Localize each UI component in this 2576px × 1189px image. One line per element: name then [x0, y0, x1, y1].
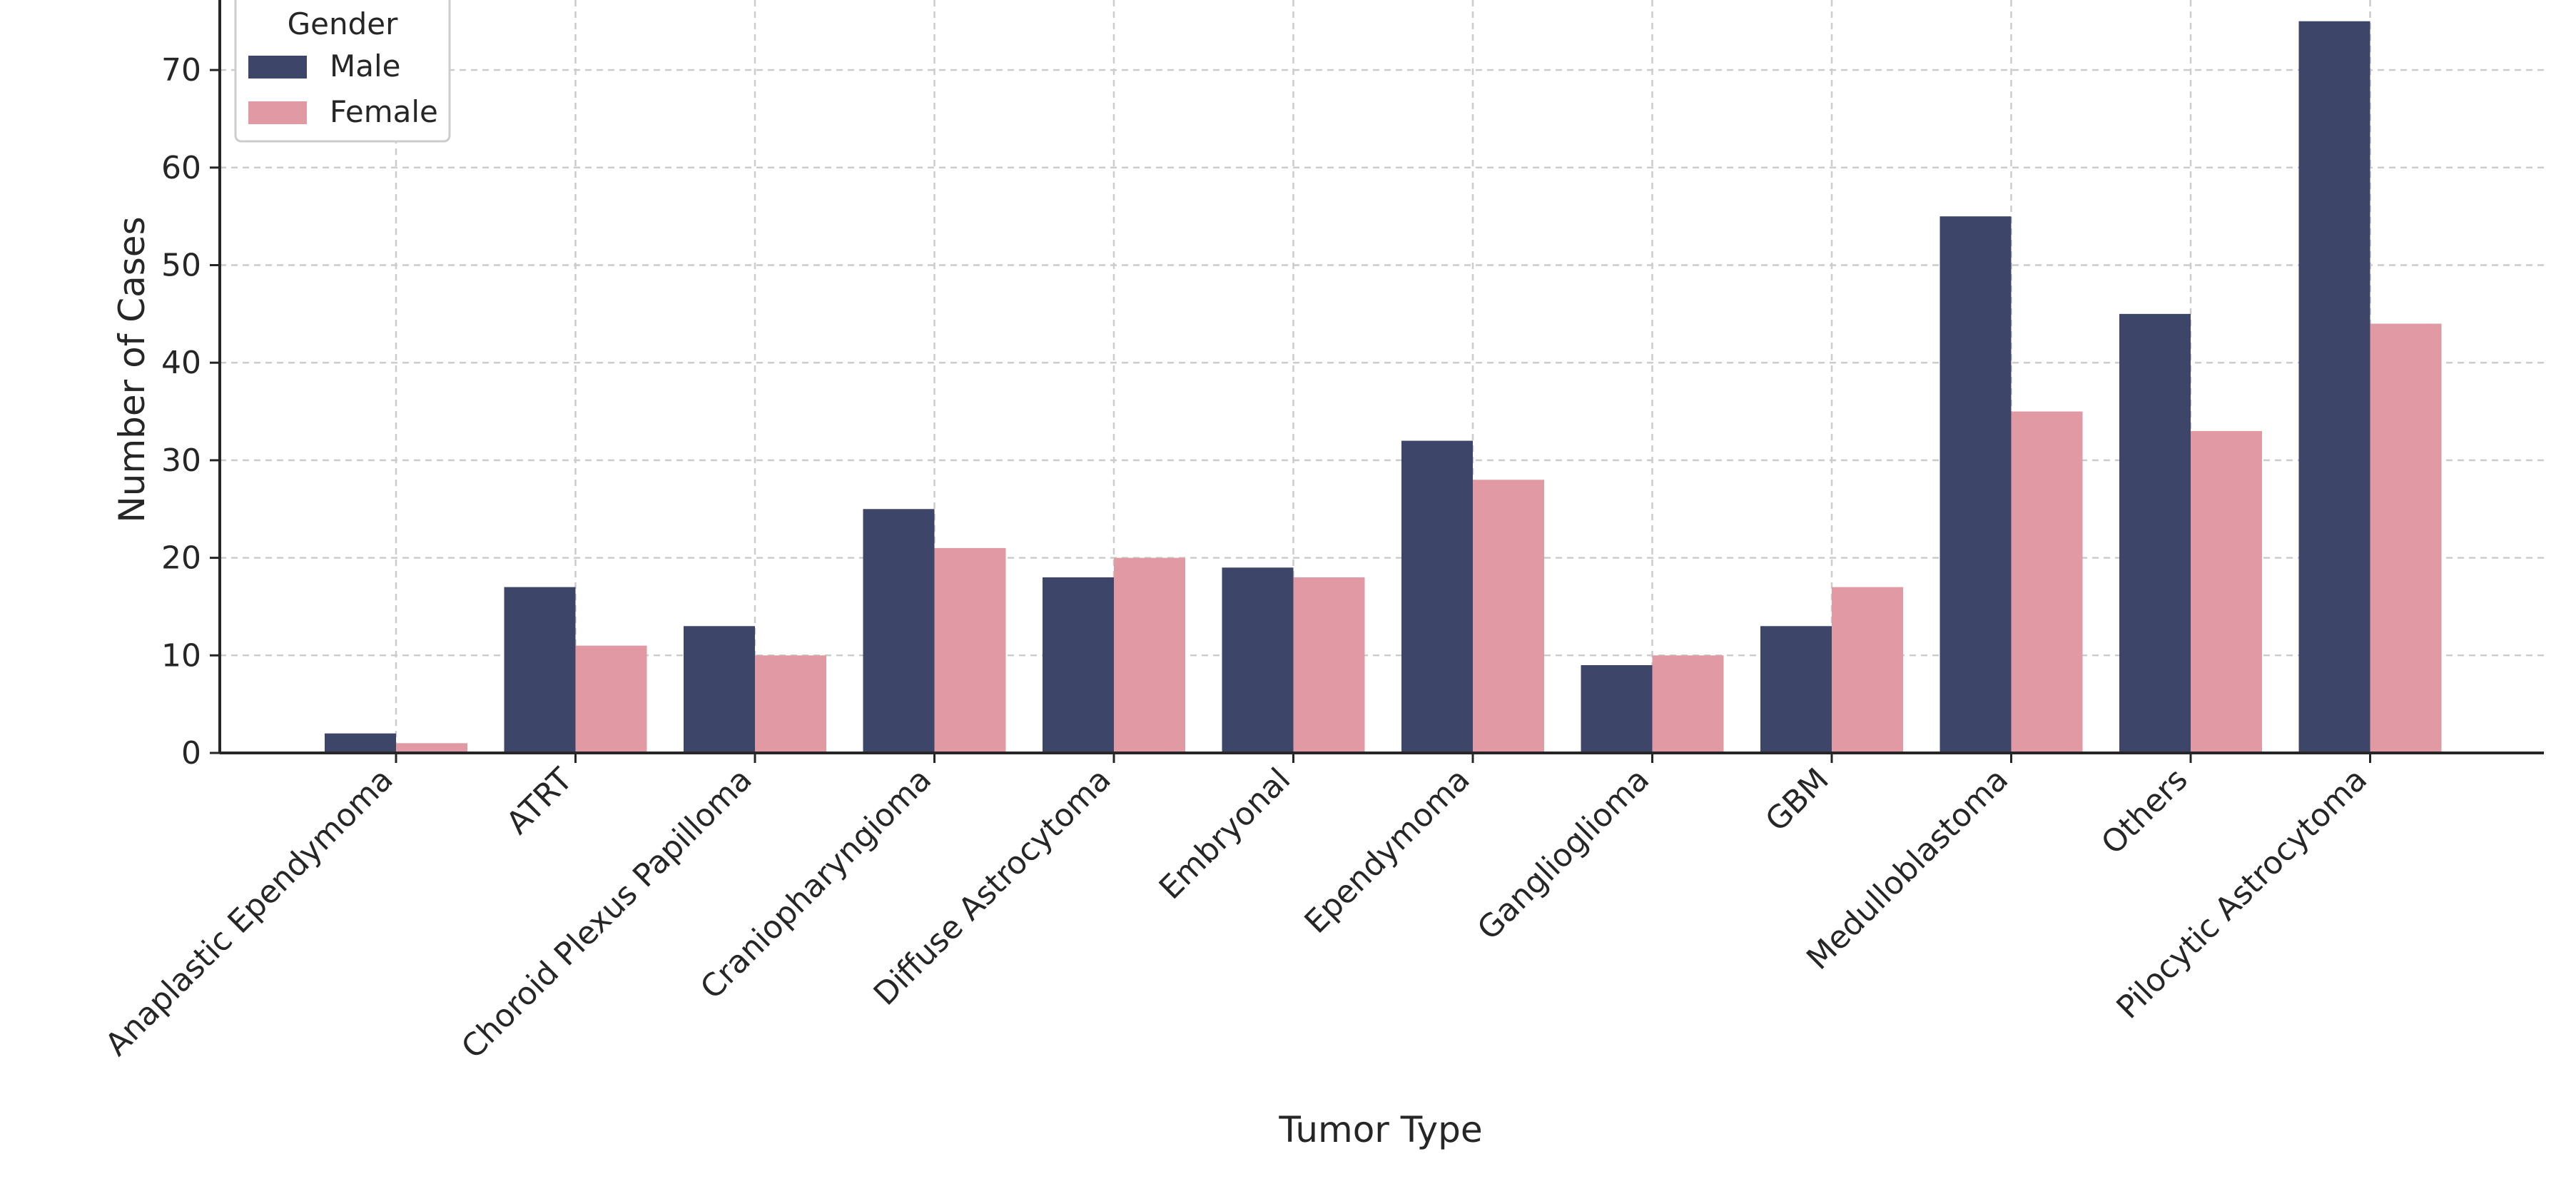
bar-male	[2298, 21, 2370, 753]
x-tick-label: Ependymoma	[1298, 762, 1477, 941]
bar-male	[863, 509, 935, 753]
x-tick-label: GBM	[1758, 762, 1835, 839]
bar-female	[1652, 655, 1724, 753]
y-tick-label: 20	[161, 540, 201, 577]
bar-female	[1832, 587, 1903, 753]
bar-male	[504, 587, 576, 753]
x-tick-label: Embryonal	[1152, 762, 1297, 906]
bar-female	[1293, 577, 1365, 753]
bar-male	[1043, 577, 1114, 753]
legend-title: Gender	[288, 6, 399, 41]
legend-items: Male Female	[248, 49, 438, 129]
legend-swatch-female	[248, 101, 307, 124]
y-tick-label: 70	[161, 52, 201, 88]
bars	[325, 21, 2442, 754]
bar-female	[934, 547, 1006, 753]
x-tick-label: Others	[2094, 762, 2195, 862]
x-tick-label: Anaplastic Ependymoma	[98, 762, 400, 1063]
legend-label-male: Male	[330, 49, 400, 84]
y-tick-label: 40	[161, 345, 201, 381]
legend-swatch-male	[248, 56, 307, 79]
axes	[210, 0, 2544, 763]
legend: Gender Male Female	[234, 0, 451, 143]
x-tick-label: ATRT	[500, 762, 579, 841]
y-tick-label: 0	[181, 735, 201, 771]
bar-female	[2370, 323, 2442, 753]
bar-male	[1401, 440, 1473, 753]
bar-female	[755, 655, 826, 753]
x-tick-label: Ganglioglioma	[1471, 762, 1656, 947]
bar-male	[1581, 664, 1653, 753]
y-tick-labels: 0 10 20 30 40 50 60 70	[161, 52, 201, 771]
y-tick-label: 10	[161, 637, 201, 674]
bar-female	[1473, 480, 1544, 753]
y-axis-title: Number of Cases	[111, 216, 153, 522]
x-tick-label: Choroid Plexus Papilloma	[455, 762, 759, 1066]
bar-male	[684, 626, 755, 753]
legend-label-female: Female	[330, 94, 438, 129]
bar-female	[575, 645, 647, 753]
bar-male	[2119, 313, 2191, 754]
y-tick-label: 50	[161, 248, 201, 284]
bar-female	[2011, 411, 2083, 753]
x-tick-label: Medulloblastoma	[1800, 762, 2015, 977]
bar-female	[396, 743, 467, 753]
bar-male	[1222, 567, 1294, 753]
bar-female	[1114, 557, 1185, 753]
bar-male	[1760, 626, 1832, 753]
bar-female	[2191, 430, 2262, 753]
bar-male	[1939, 216, 2012, 753]
y-tick-label: 30	[161, 442, 201, 479]
x-axis-title: Tumor Type	[1278, 1109, 1482, 1150]
y-tick-label: 60	[161, 150, 201, 186]
bar-male	[325, 733, 396, 753]
